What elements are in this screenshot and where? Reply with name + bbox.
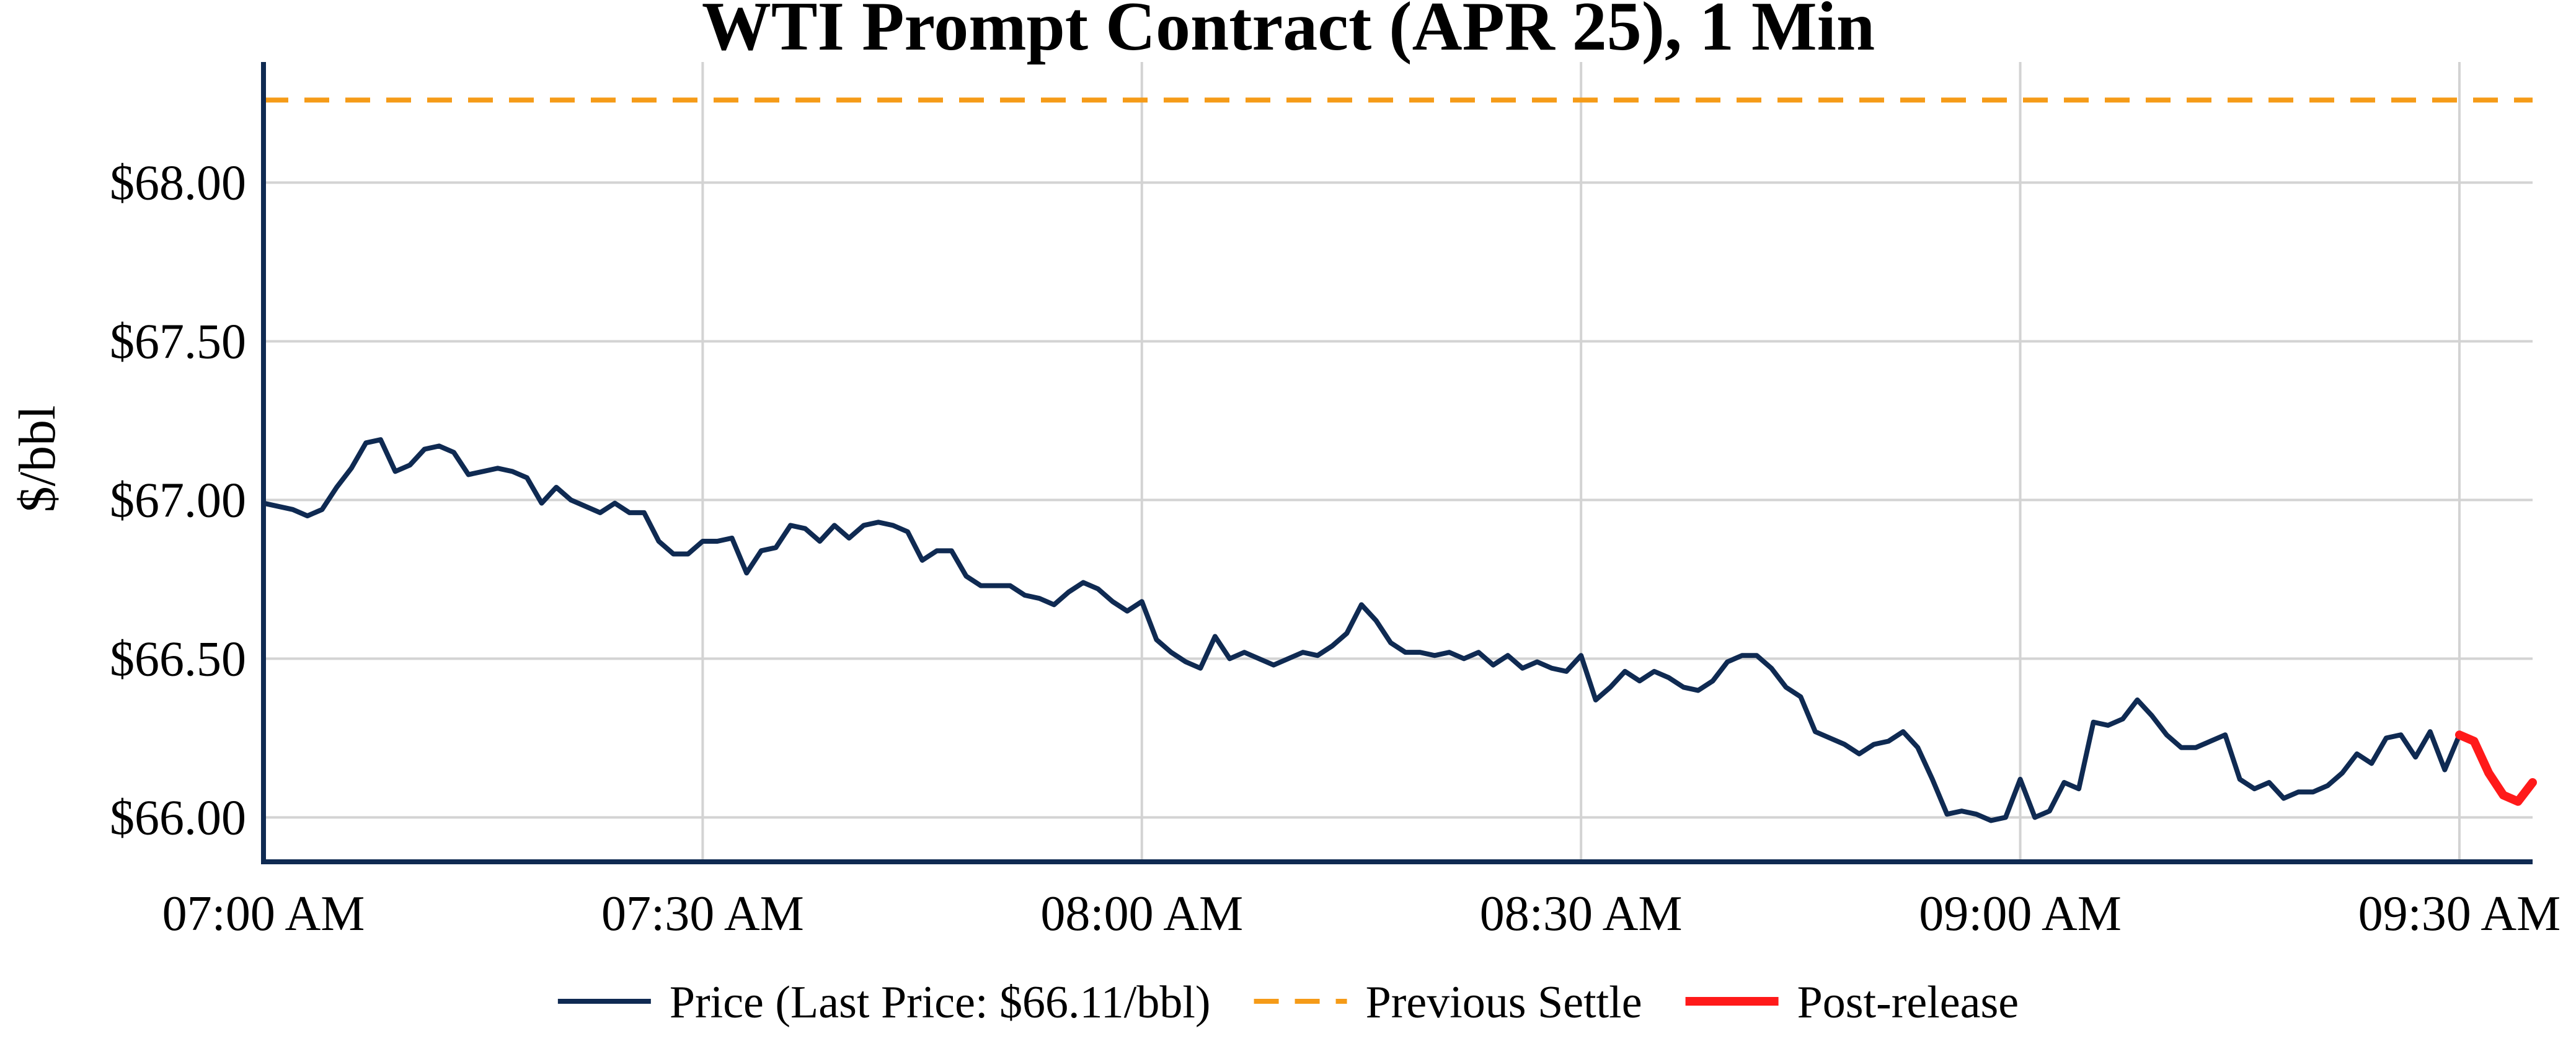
chart-title: WTI Prompt Contract (APR 25), 1 Min xyxy=(702,0,1875,65)
x-tick-label: 08:30 AM xyxy=(1480,887,1683,941)
y-tick-label: $68.00 xyxy=(110,156,246,211)
x-tick-label: 09:30 AM xyxy=(2358,887,2561,941)
series-lines xyxy=(261,97,2537,823)
series-line-post-release xyxy=(2454,730,2537,806)
y-tick-label: $67.00 xyxy=(110,473,246,528)
legend-label-post-release: Post-release xyxy=(1797,977,2019,1028)
legend-label-price-last-price-66-11-bbl: Price (Last Price: $66.11/bbl) xyxy=(670,977,1211,1028)
x-tick-label: 08:00 AM xyxy=(1040,887,1243,941)
series-line-price-last-price-66-11-bbl xyxy=(261,437,2462,823)
x-tick-label: 07:00 AM xyxy=(162,887,365,941)
tick-labels: $66.00 $66.50 $67.00 $67.50 $68.00 07:00 AM 07… xyxy=(110,156,2561,941)
grid-lines xyxy=(262,62,2533,862)
y-axis-label: $/bbl xyxy=(9,405,66,513)
y-tick-label: $66.50 xyxy=(110,632,246,686)
legend-label-previous-settle: Previous Settle xyxy=(1366,977,1642,1028)
legend: Price (Last Price: $66.11/bbl) Previous S… xyxy=(557,977,2019,1028)
y-tick-label: $66.00 xyxy=(110,790,246,845)
x-tick-label: 09:00 AM xyxy=(1919,887,2122,941)
y-tick-label: $67.50 xyxy=(110,314,246,369)
x-tick-label: 07:30 AM xyxy=(601,887,804,941)
axes xyxy=(261,62,2533,864)
